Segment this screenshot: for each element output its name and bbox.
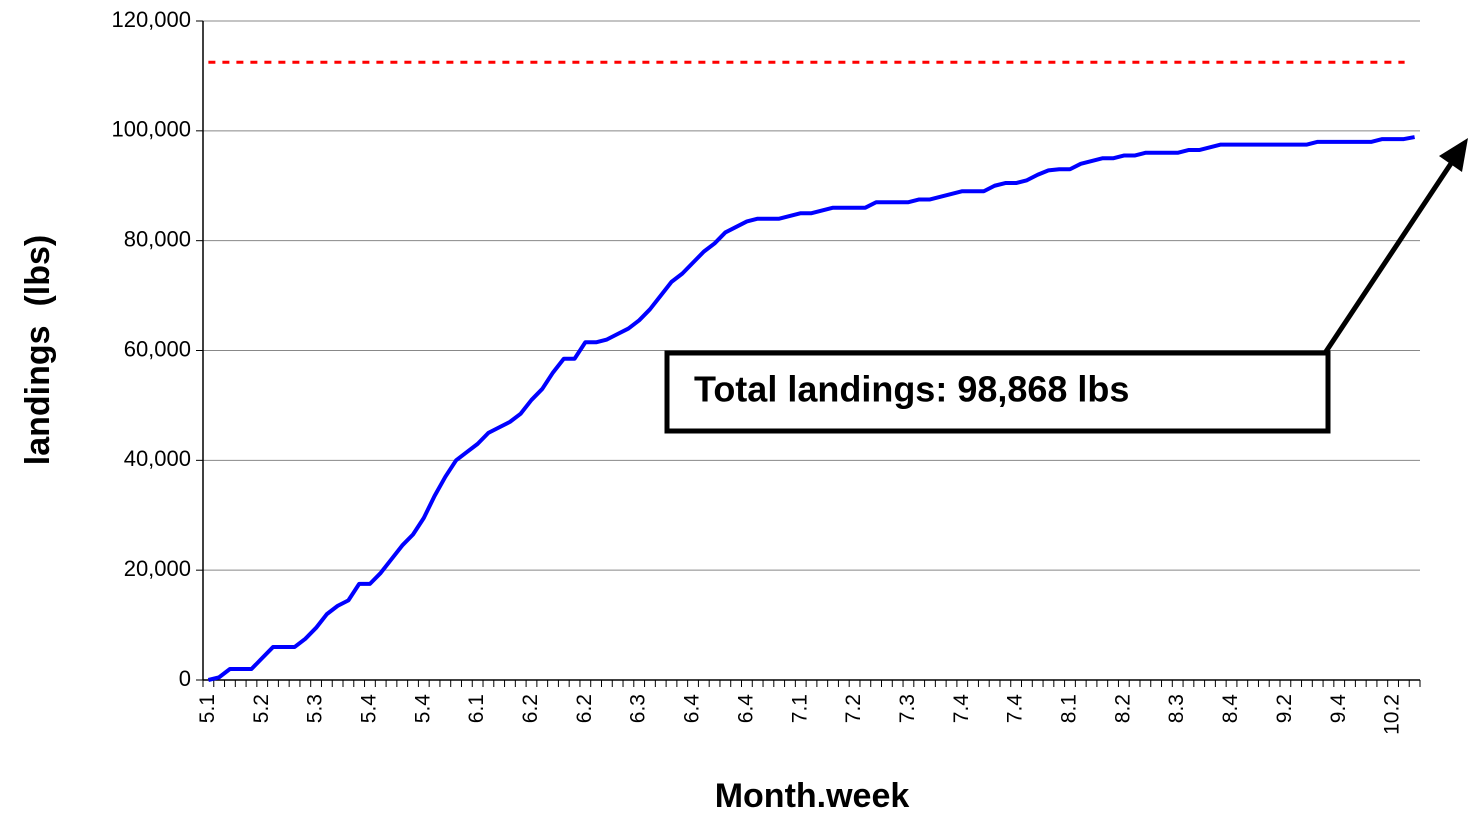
x-tick-label: 7.2	[842, 694, 865, 723]
x-tick-label: 7.3	[896, 694, 919, 723]
x-tick-label: 9.2	[1273, 694, 1296, 723]
x-tick-label: 5.2	[250, 694, 273, 723]
x-tick-label: 6.1	[465, 694, 488, 723]
y-tick-label: 80,000	[124, 226, 191, 251]
x-tick-label: 8.4	[1219, 694, 1242, 724]
arrow-head	[1439, 138, 1468, 172]
y-tick-label: 120,000	[111, 7, 191, 32]
x-tick-label: 7.4	[1004, 694, 1027, 724]
annotation-box	[664, 350, 1331, 434]
x-tick-label: 6.3	[627, 694, 650, 723]
x-tick-label: 8.1	[1058, 694, 1081, 723]
x-tick-label: 8.2	[1111, 694, 1134, 723]
x-axis-label: Month.week	[715, 777, 910, 815]
y-tick-label: 100,000	[111, 117, 191, 142]
x-tick-label: 5.1	[196, 694, 219, 723]
y-axis-label: landings (lbs)	[19, 235, 57, 465]
y-tick-label: 60,000	[124, 336, 191, 361]
x-tick-label: 6.4	[734, 694, 757, 724]
y-tick-label: 40,000	[124, 446, 191, 471]
x-tick-label: 7.4	[950, 694, 973, 724]
annotation: Total landings: 98,868 lbs	[694, 369, 1129, 410]
x-tick-label: 6.2	[573, 694, 596, 723]
y-tick-label: 0	[179, 666, 191, 691]
data-line	[207, 135, 1415, 682]
x-tick-label: 9.4	[1327, 694, 1350, 724]
y-tick-label: 20,000	[124, 556, 191, 581]
x-tick-label: 7.1	[788, 694, 811, 723]
x-tick-label: 5.4	[357, 694, 380, 724]
x-tick-label: 6.2	[519, 694, 542, 723]
x-tick-label: 6.4	[681, 694, 704, 724]
x-tick-label: 5.4	[411, 694, 434, 724]
arrow-shaft	[1322, 160, 1455, 355]
x-tick-label: 8.3	[1165, 694, 1188, 723]
x-tick-label: 5.3	[304, 694, 327, 723]
x-tick-label: 10.2	[1381, 694, 1404, 735]
